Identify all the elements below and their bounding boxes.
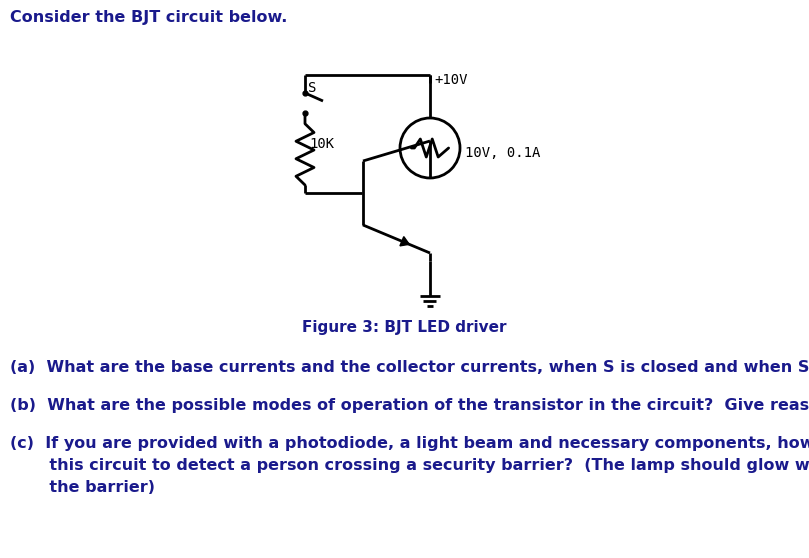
Text: Consider the BJT circuit below.: Consider the BJT circuit below. [10,10,287,25]
Text: (a)  What are the base currents and the collector currents, when S is closed and: (a) What are the base currents and the c… [10,360,809,375]
Text: the barrier): the barrier) [10,480,155,495]
Text: (c)  If you are provided with a photodiode, a light beam and necessary component: (c) If you are provided with a photodiod… [10,436,809,451]
Text: S: S [308,81,316,95]
Text: this circuit to detect a person crossing a security barrier?  (The lamp should g: this circuit to detect a person crossing… [10,458,809,473]
Text: 10K: 10K [309,137,334,151]
Text: (b)  What are the possible modes of operation of the transistor in the circuit? : (b) What are the possible modes of opera… [10,398,809,413]
Text: +10V: +10V [434,73,468,87]
Text: Figure 3: BJT LED driver: Figure 3: BJT LED driver [302,320,506,335]
Polygon shape [400,237,409,246]
Text: 10V, 0.1A: 10V, 0.1A [465,146,540,160]
